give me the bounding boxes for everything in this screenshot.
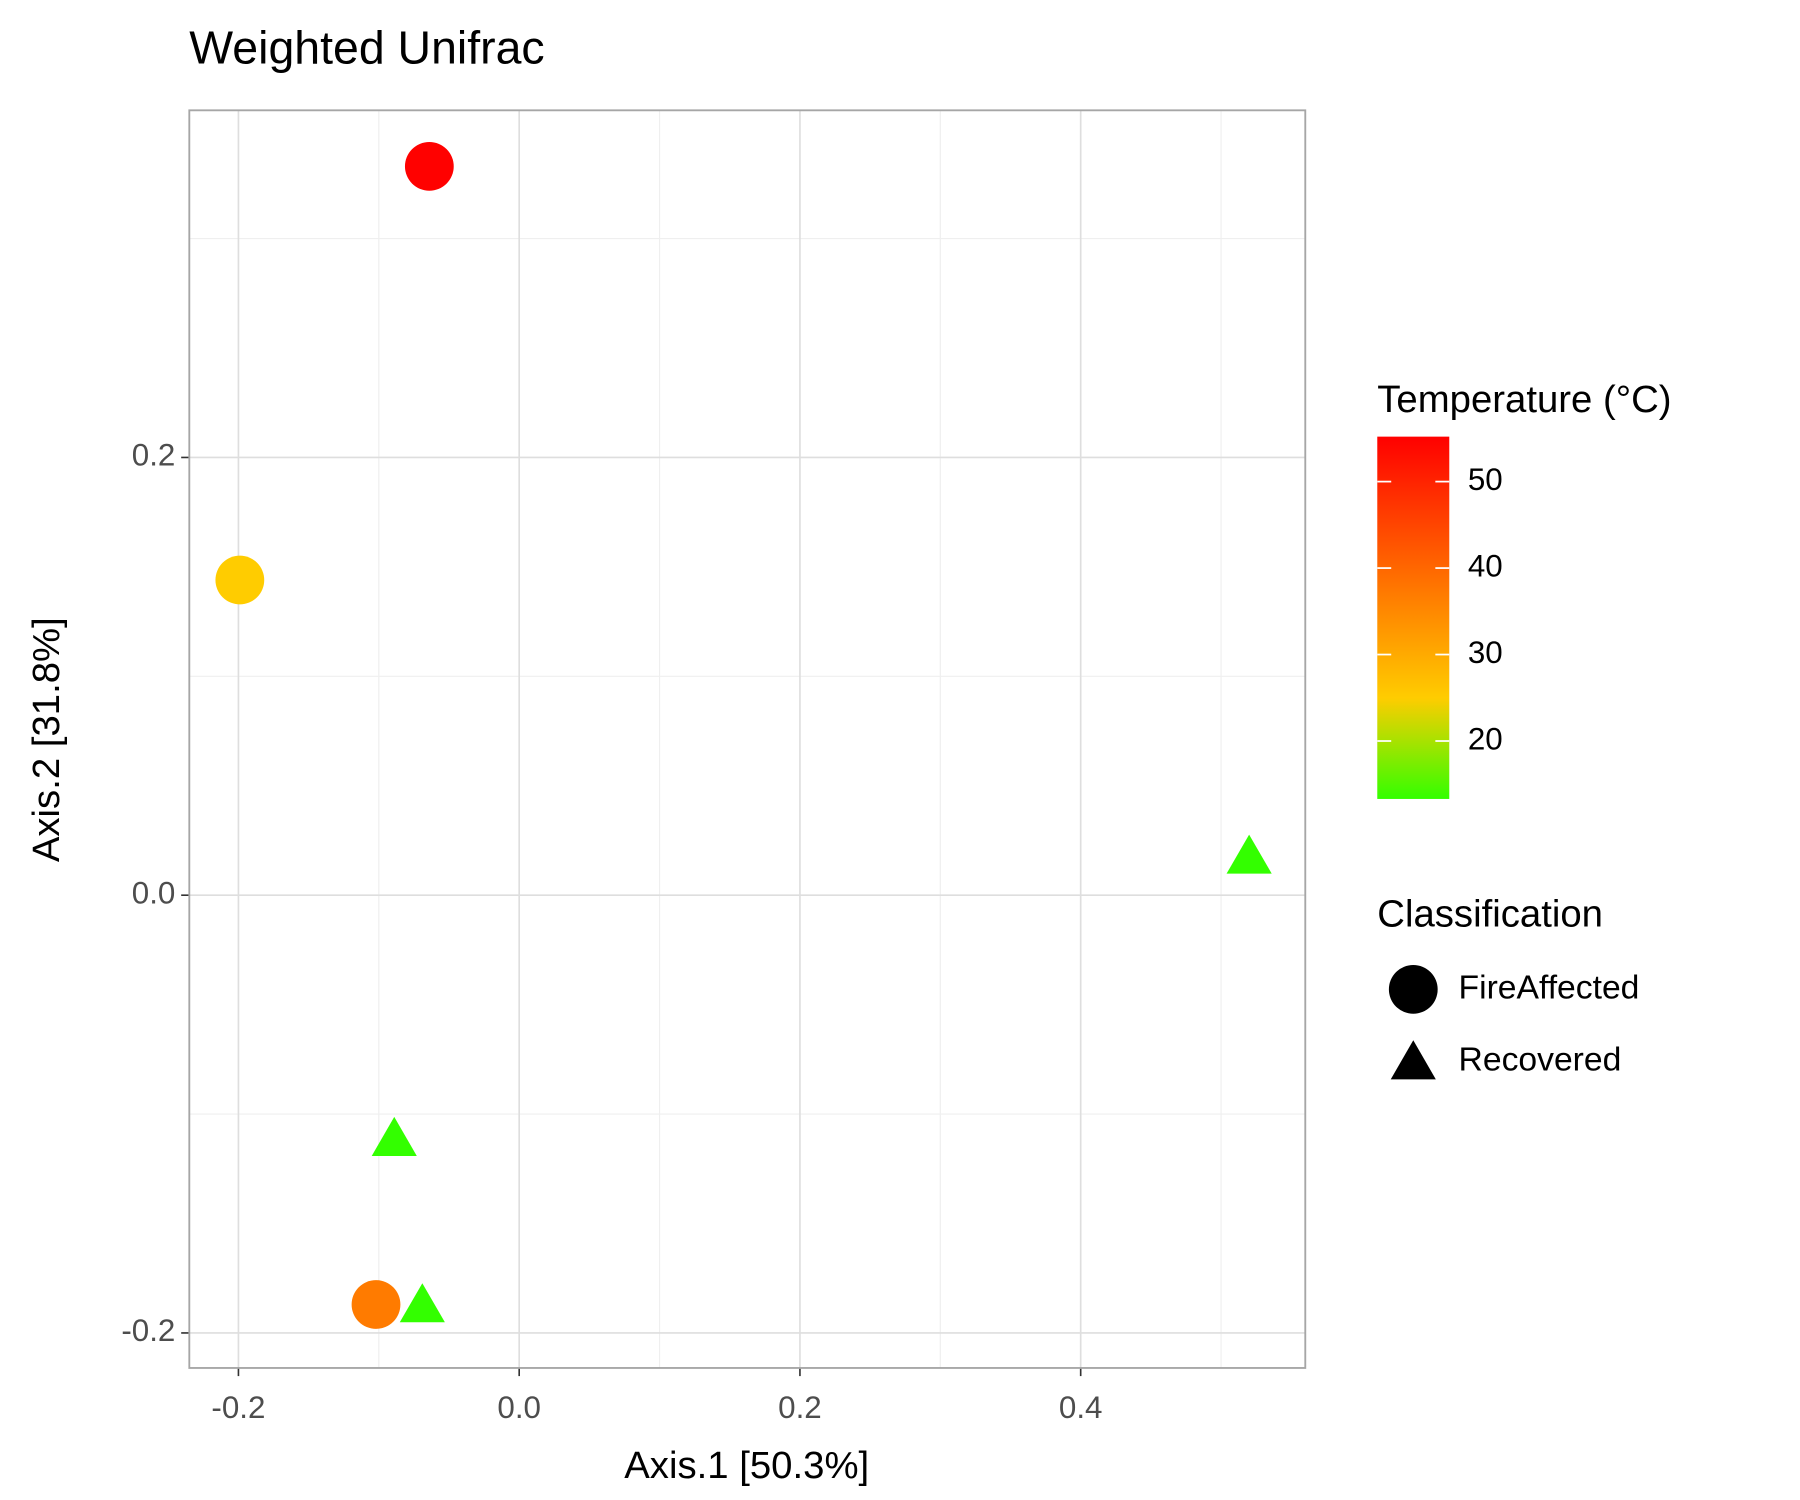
x-tick-label: -0.2 <box>211 1390 265 1425</box>
colorbar-tick-label: 50 <box>1468 462 1503 497</box>
x-tick-label: 0.4 <box>1059 1390 1103 1425</box>
point <box>351 1280 401 1329</box>
chart-title: Weighted Unifrac <box>189 21 544 73</box>
point <box>404 141 454 191</box>
colorbar-tick-label: 20 <box>1468 721 1503 756</box>
legend-symbol <box>1390 1040 1436 1080</box>
x-tick-label: 0.2 <box>778 1390 822 1425</box>
colorbar-tick-label: 30 <box>1468 635 1503 670</box>
y-axis-label: Axis.2 [31.8%] <box>25 617 68 862</box>
point <box>1226 834 1272 874</box>
legend-title: Classification <box>1377 892 1603 935</box>
legend-label: Recovered <box>1459 1041 1622 1078</box>
point <box>371 1116 417 1156</box>
y-tick-label: 0.2 <box>132 438 176 473</box>
colorbar <box>1377 436 1450 799</box>
plot-background <box>189 110 1306 1368</box>
point <box>399 1283 445 1323</box>
y-tick-label: 0.0 <box>132 875 176 910</box>
plot-border <box>188 109 1307 1369</box>
x-tick-label: 0.0 <box>497 1390 541 1425</box>
y-tick-label: -0.2 <box>121 1313 175 1348</box>
colorbar-title: Temperature (°C) <box>1377 378 1671 421</box>
x-axis-label: Axis.1 [50.3%] <box>624 1444 869 1487</box>
legend-label: FireAffected <box>1459 969 1640 1006</box>
point <box>215 555 265 605</box>
legend-symbol <box>1388 965 1438 1014</box>
colorbar-tick-label: 40 <box>1468 548 1503 583</box>
